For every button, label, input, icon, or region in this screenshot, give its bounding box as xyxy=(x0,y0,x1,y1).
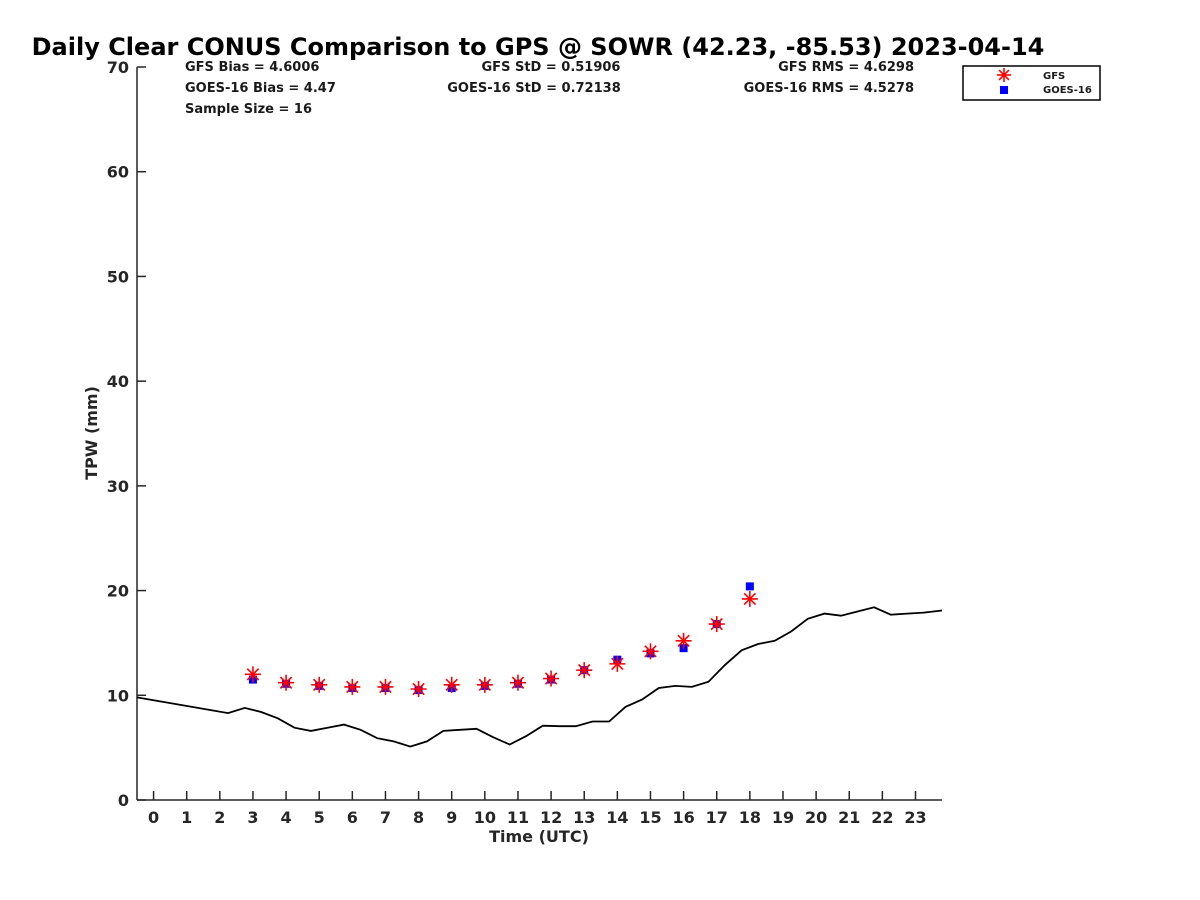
x-tick-label: 6 xyxy=(347,808,358,827)
gfs-point xyxy=(576,662,593,679)
x-tick-label: 19 xyxy=(772,808,794,827)
stat-gfs-rms: GFS RMS = 4.6298 xyxy=(778,60,914,75)
x-tick-label: 1 xyxy=(181,808,192,827)
y-tick-label: 70 xyxy=(107,58,129,77)
x-tick-label: 22 xyxy=(871,808,893,827)
x-tick-label: 7 xyxy=(380,808,391,827)
gfs-point xyxy=(642,643,659,660)
x-tick-label: 10 xyxy=(474,808,496,827)
y-tick-label: 0 xyxy=(118,791,129,810)
gfs-point xyxy=(675,632,692,649)
x-tick-label: 4 xyxy=(281,808,292,827)
stat-sample-size: Sample Size = 16 xyxy=(185,102,312,117)
chart-title: Daily Clear CONUS Comparison to GPS @ SO… xyxy=(32,33,1045,61)
stat-goes-rms: GOES-16 RMS = 4.5278 xyxy=(744,81,914,96)
gfs-point xyxy=(311,676,328,693)
gfs-point xyxy=(476,676,493,693)
x-tick-label: 12 xyxy=(540,808,562,827)
x-tick-label: 13 xyxy=(573,808,595,827)
x-tick-label: 21 xyxy=(838,808,860,827)
x-tick-label: 11 xyxy=(507,808,529,827)
gfs-point xyxy=(741,590,758,607)
x-tick-label: 0 xyxy=(148,808,159,827)
legend-gfs-label: GFS xyxy=(1043,71,1065,82)
y-tick-label: 30 xyxy=(107,477,129,496)
gfs-point xyxy=(609,655,626,672)
legend-gfs-marker xyxy=(997,68,1011,82)
gfs-point xyxy=(377,678,394,695)
x-tick-label: 17 xyxy=(706,808,728,827)
gfs-point xyxy=(509,674,526,691)
gfs-point xyxy=(278,674,295,691)
x-tick-label: 16 xyxy=(672,808,694,827)
x-tick-label: 3 xyxy=(247,808,258,827)
y-tick-label: 60 xyxy=(107,163,129,182)
gfs-series xyxy=(244,590,758,698)
gfs-point xyxy=(443,676,460,693)
x-tick-label: 8 xyxy=(413,808,424,827)
x-tick-label: 14 xyxy=(606,808,628,827)
axes xyxy=(136,67,942,801)
legend: GFS GOES-16 xyxy=(962,65,1101,101)
gfs-point xyxy=(543,670,560,687)
gps-line xyxy=(136,606,943,748)
y-tick-label: 50 xyxy=(107,267,129,286)
gps-series xyxy=(136,606,943,748)
x-tick-label: 15 xyxy=(639,808,661,827)
goes16-series xyxy=(248,582,754,695)
x-tick-label: 2 xyxy=(214,808,225,827)
stat-gfs-bias: GFS Bias = 4.6006 xyxy=(185,60,319,75)
legend-gfs-asterisk xyxy=(997,68,1011,82)
gfs-point xyxy=(344,678,361,695)
y-tick-label: 20 xyxy=(107,582,129,601)
y-axis-label: TPW (mm) xyxy=(82,386,101,480)
gfs-point xyxy=(708,616,725,633)
stat-goes-std: GOES-16 StD = 0.72138 xyxy=(447,81,621,96)
y-tick-label: 40 xyxy=(107,372,129,391)
x-axis-label: Time (UTC) xyxy=(489,827,589,846)
x-tick-label: 9 xyxy=(446,808,457,827)
stat-goes-bias: GOES-16 Bias = 4.47 xyxy=(185,81,336,96)
x-tick-label: 23 xyxy=(904,808,926,827)
y-tick-label: 10 xyxy=(107,686,129,705)
x-tick-label: 20 xyxy=(805,808,827,827)
legend-goes16-marker xyxy=(1000,86,1008,94)
x-tick-label: 5 xyxy=(314,808,325,827)
legend-box xyxy=(962,65,1101,101)
gfs-point xyxy=(410,681,427,698)
goes16-point xyxy=(745,582,754,591)
x-tick-label: 18 xyxy=(739,808,761,827)
legend-goes16-label: GOES-16 xyxy=(1043,85,1092,96)
gfs-point xyxy=(244,666,261,683)
stat-gfs-std: GFS StD = 0.51906 xyxy=(482,60,621,75)
